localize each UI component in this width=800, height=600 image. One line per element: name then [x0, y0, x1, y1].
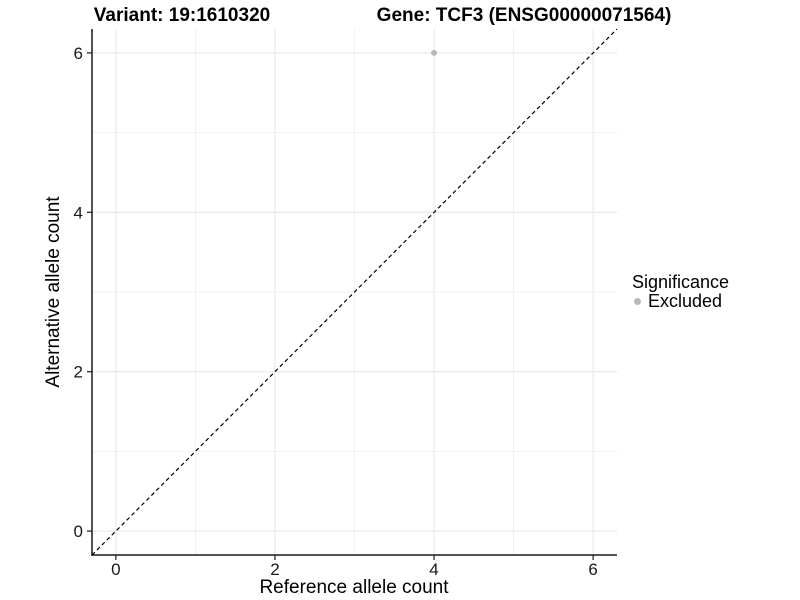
- y-tick-label: 4: [74, 203, 83, 222]
- variant-title: Variant: 19:1610320: [93, 5, 271, 26]
- identity-reference-line: [91, 28, 618, 556]
- y-tick-label: 0: [74, 522, 83, 541]
- x-tick-label: 2: [270, 560, 279, 579]
- legend-key-dot-icon: [634, 298, 641, 305]
- legend: Significance Excluded: [632, 273, 729, 311]
- y-tick-label: 2: [74, 363, 83, 382]
- x-tick-label: 6: [588, 560, 597, 579]
- x-tick-label: 4: [429, 560, 438, 579]
- y-tick-label: 6: [74, 44, 83, 63]
- legend-item: Excluded: [632, 292, 729, 311]
- x-axis-title: Reference allele count: [259, 577, 449, 598]
- data-point: [431, 49, 438, 56]
- legend-item-label: Excluded: [648, 291, 723, 311]
- legend-title: Significance: [632, 272, 730, 292]
- x-tick-label: 0: [111, 560, 120, 579]
- legend-items: Excluded: [632, 292, 729, 311]
- gene-title: Gene: TCF3 (ENSG00000071564): [376, 5, 672, 26]
